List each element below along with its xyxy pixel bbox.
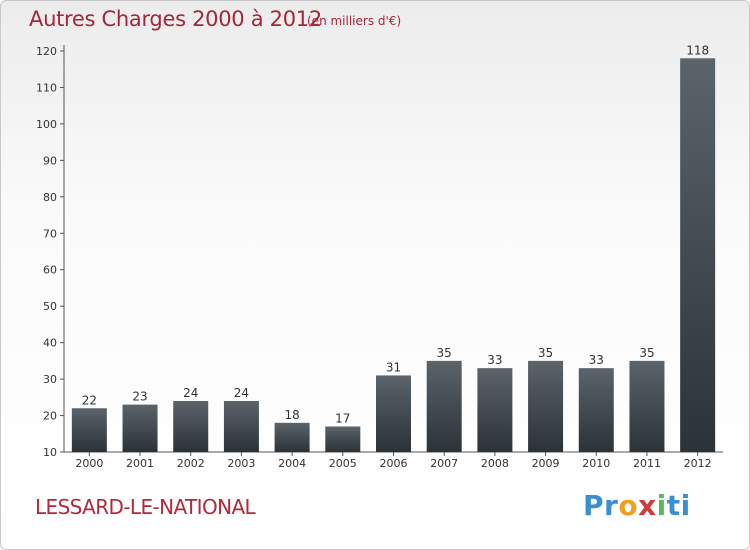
- value-label-2001: 23: [132, 390, 147, 404]
- bar-2000: [71, 408, 107, 452]
- logo-letter: i: [656, 489, 667, 522]
- value-label-2007: 35: [437, 346, 452, 360]
- x-tick-label-2011: 2011: [633, 457, 661, 470]
- logo-letter: P: [583, 489, 605, 522]
- bar-2002: [173, 400, 209, 452]
- value-label-2009: 35: [538, 346, 553, 360]
- y-tick-label: 90: [43, 154, 57, 167]
- logo-letter: o: [618, 489, 639, 522]
- bar-2012: [680, 58, 716, 453]
- bar-2005: [325, 426, 361, 452]
- value-label-2011: 35: [639, 346, 654, 360]
- value-label-2005: 17: [335, 411, 350, 425]
- bar-2007: [426, 360, 462, 452]
- y-tick-label: 60: [43, 264, 57, 277]
- x-tick-label-2007: 2007: [430, 457, 458, 470]
- x-tick-label-2008: 2008: [481, 457, 509, 470]
- x-tick-label-2010: 2010: [582, 457, 610, 470]
- value-label-2003: 24: [234, 386, 249, 400]
- x-tick-label-2003: 2003: [227, 457, 255, 470]
- value-label-2004: 18: [284, 408, 299, 422]
- chart-title: Autres Charges 2000 à 2012: [29, 7, 322, 31]
- y-tick-label: 10: [43, 446, 57, 459]
- value-label-2000: 22: [82, 393, 97, 407]
- y-tick-label: 120: [36, 45, 57, 58]
- y-tick-label: 110: [36, 81, 57, 94]
- bar-2009: [528, 360, 564, 452]
- bar-2003: [223, 400, 259, 452]
- logo-letter: i: [680, 489, 691, 522]
- y-tick-label: 20: [43, 410, 57, 423]
- value-label-2008: 33: [487, 353, 502, 367]
- x-tick-label-2001: 2001: [126, 457, 154, 470]
- bar-2001: [122, 404, 158, 452]
- y-tick-label: 100: [36, 118, 57, 131]
- bar-2004: [274, 422, 310, 452]
- y-tick-label: 80: [43, 191, 57, 204]
- chart-axes: 10 20 30 40 50 60 70 80 90 100 110 120 2000 2001 2002 2…: [36, 45, 723, 470]
- bar-2011: [629, 360, 665, 452]
- value-label-2002: 24: [183, 386, 198, 400]
- logo-letter: r: [604, 489, 619, 522]
- x-tick-label-2006: 2006: [380, 457, 408, 470]
- x-tick-label-2012: 2012: [684, 457, 712, 470]
- logo-letter: x: [638, 489, 657, 522]
- y-tick-label: 30: [43, 373, 57, 386]
- x-tick-label-2002: 2002: [177, 457, 205, 470]
- value-label-2006: 31: [386, 360, 401, 374]
- chart-value-labels: 22 23 24 24 18 17 31 35 33 35 33 35 118: [82, 43, 709, 425]
- value-label-2010: 33: [589, 353, 604, 367]
- x-tick-label-2009: 2009: [532, 457, 560, 470]
- logo-letter: t: [666, 489, 681, 522]
- bar-2008: [477, 368, 513, 452]
- commune-name: LESSARD-LE-NATIONAL: [35, 495, 256, 519]
- value-label-2012: 118: [686, 43, 709, 57]
- proxiti-logo: Proxiti: [583, 489, 691, 522]
- chart-bars: [71, 58, 716, 453]
- x-tick-label-2005: 2005: [329, 457, 357, 470]
- x-tick-label-2000: 2000: [75, 457, 103, 470]
- y-tick-label: 70: [43, 227, 57, 240]
- chart-subtitle: (en milliers d'€): [307, 14, 402, 28]
- bar-2010: [578, 368, 614, 452]
- y-tick-label: 40: [43, 337, 57, 350]
- y-tick-label: 50: [43, 300, 57, 313]
- bar-2006: [376, 375, 411, 452]
- x-tick-label-2004: 2004: [278, 457, 306, 470]
